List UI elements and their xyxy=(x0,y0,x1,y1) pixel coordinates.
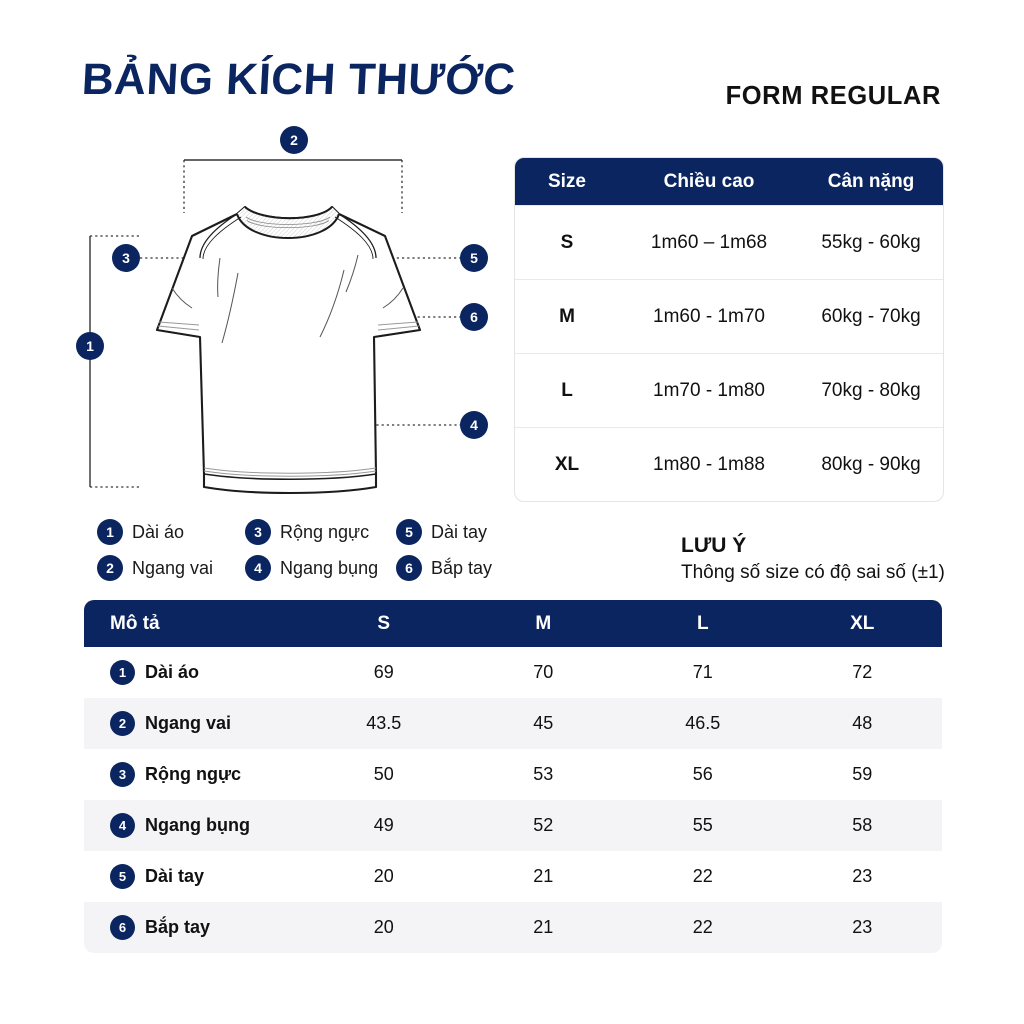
svg-text:1: 1 xyxy=(86,338,94,354)
svg-text:5: 5 xyxy=(470,250,478,266)
svg-text:3: 3 xyxy=(122,250,130,266)
svg-text:6: 6 xyxy=(470,309,478,325)
svg-text:4: 4 xyxy=(470,417,478,433)
svg-text:2: 2 xyxy=(290,132,298,148)
